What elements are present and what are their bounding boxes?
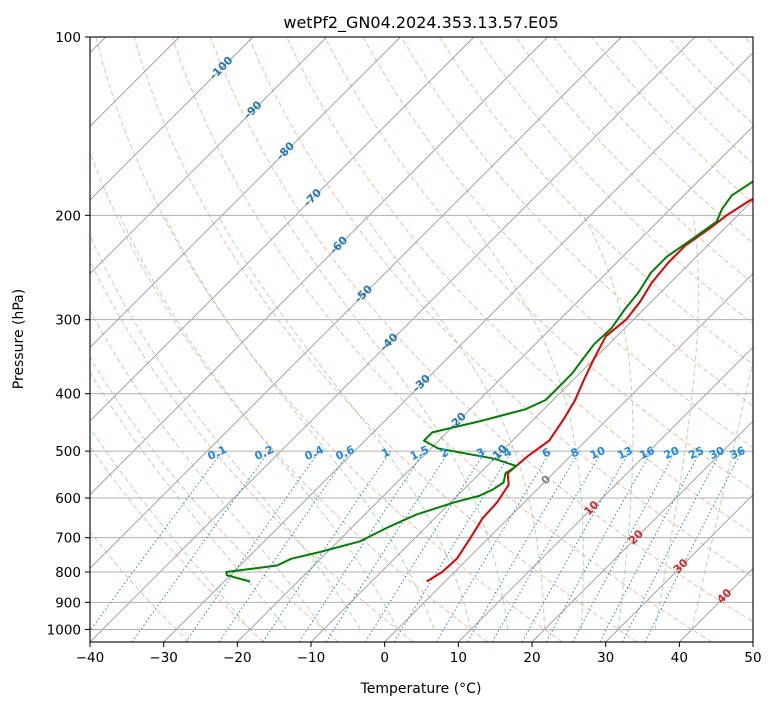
dry-adiabat bbox=[90, 445, 264, 642]
x-tick-label: −10 bbox=[297, 650, 326, 666]
mixing-ratio-label: 36 bbox=[728, 444, 748, 462]
x-tick-label: −20 bbox=[223, 650, 252, 666]
mixing-ratio-line bbox=[644, 450, 743, 642]
isotherm-line bbox=[237, 125, 753, 642]
mixing-ratio-line bbox=[262, 450, 392, 642]
dry-adiabat bbox=[95, 37, 563, 642]
dry-adiabat bbox=[133, 37, 638, 642]
dry-adiabat bbox=[90, 150, 488, 642]
mixing-ratio-line bbox=[393, 450, 513, 642]
mixing-ratio-line bbox=[521, 450, 630, 642]
isotherm-line bbox=[90, 37, 401, 348]
dry-adiabat bbox=[248, 37, 753, 578]
x-tick-label: −30 bbox=[149, 650, 178, 666]
dry-adiabat bbox=[515, 37, 753, 284]
mixing-ratio-label: 20 bbox=[662, 444, 682, 462]
mixing-ratio-line bbox=[131, 450, 270, 642]
isotherm-line bbox=[90, 37, 475, 422]
y-tick-label: 100 bbox=[55, 30, 81, 46]
isotherm-line bbox=[90, 37, 622, 569]
dry-adiabat bbox=[209, 37, 753, 623]
isotherm-line bbox=[531, 420, 753, 642]
y-tick-label: 500 bbox=[55, 444, 81, 460]
isotherm-line bbox=[90, 37, 254, 201]
moist-adiabat bbox=[90, 308, 324, 630]
isotherm-line bbox=[90, 37, 696, 642]
mixing-ratio-line bbox=[298, 450, 425, 642]
isotherm-line bbox=[384, 273, 753, 642]
mixing-ratio-line bbox=[572, 450, 677, 642]
sounding-series-line bbox=[426, 197, 753, 583]
x-tick-label: 20 bbox=[523, 650, 540, 666]
y-tick-label: 800 bbox=[55, 565, 81, 581]
y-tick-label: 600 bbox=[55, 491, 81, 507]
dry-adiabat bbox=[324, 37, 753, 491]
y-axis-label: Pressure (hPa) bbox=[11, 289, 27, 389]
isotherm-line bbox=[163, 52, 753, 642]
x-tick-label: −40 bbox=[76, 650, 105, 666]
mixing-ratio-label: 30 bbox=[707, 444, 727, 462]
y-tick-label: 400 bbox=[55, 387, 81, 403]
chart-title: wetPf2_GN04.2024.353.13.57.E05 bbox=[283, 13, 558, 33]
mixing-ratio-label: 13 bbox=[615, 444, 634, 462]
mixing-ratio-label: 16 bbox=[638, 444, 658, 462]
x-tick-label: 0 bbox=[380, 650, 389, 666]
y-tick-label: 700 bbox=[55, 531, 81, 547]
x-tick-label: 10 bbox=[450, 650, 467, 666]
x-tick-label: 30 bbox=[597, 650, 614, 666]
moist-adiabat bbox=[217, 215, 472, 630]
mixing-ratio-line bbox=[218, 450, 351, 642]
mixing-ratio-line bbox=[325, 450, 450, 642]
mixing-ratio-line bbox=[90, 450, 223, 632]
y-tick-label: 200 bbox=[55, 208, 81, 224]
y-tick-label: 900 bbox=[55, 595, 81, 611]
mixing-ratio-line bbox=[545, 450, 653, 642]
x-tick-label: 50 bbox=[744, 650, 761, 666]
mixing-ratio-label: 10 bbox=[588, 444, 608, 462]
y-tick-label: 300 bbox=[55, 313, 81, 329]
dry-adiabat bbox=[438, 37, 753, 366]
isotherm-line bbox=[458, 346, 753, 642]
dry-adiabat bbox=[90, 356, 339, 642]
x-axis-label: Temperature (°C) bbox=[360, 681, 482, 697]
isotherm-line bbox=[310, 199, 753, 642]
y-tick-label: 1000 bbox=[47, 622, 81, 638]
moist-adiabat bbox=[119, 215, 398, 630]
mixing-ratio-label: 25 bbox=[687, 444, 706, 462]
sounding-series-line bbox=[225, 180, 753, 583]
plot-frame bbox=[89, 36, 754, 643]
mixing-ratio-line bbox=[185, 450, 320, 642]
dry-adiabat bbox=[90, 531, 190, 642]
dry-adiabat bbox=[400, 37, 753, 407]
x-tick-label: 40 bbox=[671, 650, 688, 666]
isotherm-line bbox=[90, 37, 548, 496]
isotherm-line bbox=[605, 494, 753, 642]
isotherm-line bbox=[90, 37, 327, 275]
